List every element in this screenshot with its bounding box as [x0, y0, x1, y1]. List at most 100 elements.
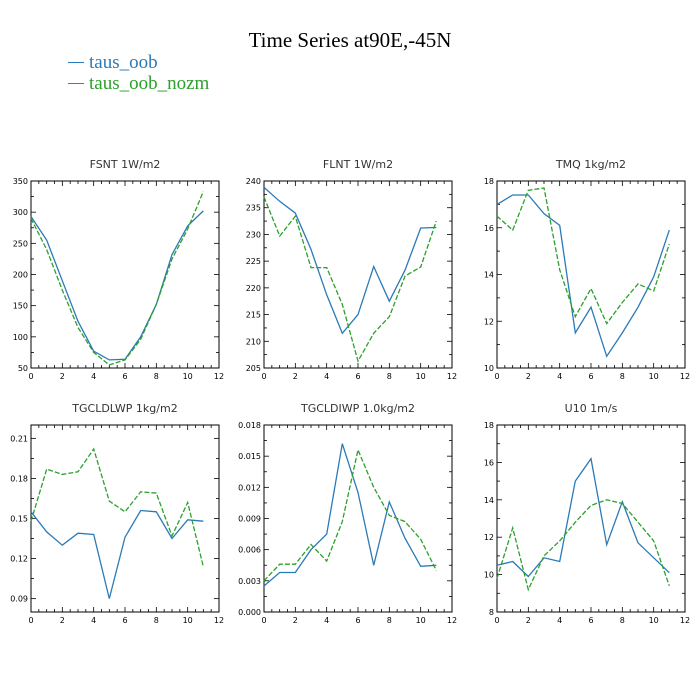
series-line-taus-oob [496, 194, 670, 358]
y-tick-label: 225 [246, 257, 261, 266]
y-tick-label: 0.015 [238, 452, 261, 461]
x-tick-label: 2 [293, 372, 298, 381]
chart-panel-0: FSNT 1W/m2 0 2 4 6 8 10 12 50 100 150 200 250 300 350 [13, 158, 224, 381]
legend-item-taus-oob-nozm: taus_oob_nozm [68, 73, 209, 94]
chart-panel-5: U10 1m/s 0 2 4 6 8 10 12 8 10 12 14 16 18 [484, 402, 690, 625]
y-tick-label: 300 [13, 208, 28, 217]
plot-frame [263, 180, 453, 369]
x-tick-label: 10 [649, 616, 659, 625]
page-title: Time Series at90E,-45N [248, 28, 452, 52]
y-tick-label: 250 [13, 239, 28, 248]
x-tick-label: 0 [28, 372, 33, 381]
chart-panel-1: FLNT 1W/m2 0 2 4 6 8 10 12 205 210 215 220 225 230 235… [246, 158, 457, 381]
y-tick-label: 210 [246, 337, 261, 346]
chart-panel-4: TGCLDIWP 1.0kg/m2 0 2 4 6 8 10 12 0.000 0.003 0.00… [238, 402, 457, 625]
series-line-taus-oob [30, 509, 204, 599]
y-tick-label: 50 [18, 364, 28, 373]
y-tick-label: 230 [246, 230, 261, 239]
y-tick-label: 235 [246, 204, 261, 213]
y-tick-label: 16 [484, 458, 494, 467]
x-tick-label: 12 [214, 372, 224, 381]
series-line-taus-oob-nozm [263, 447, 437, 582]
x-tick-label: 2 [526, 616, 531, 625]
plot-frame [496, 180, 686, 369]
series-line-taus-oob-nozm [30, 191, 204, 366]
x-tick-label: 10 [183, 372, 193, 381]
x-tick-label: 6 [588, 372, 593, 381]
y-tick-label: 0.009 [238, 515, 261, 524]
series-line-taus-oob [263, 443, 437, 587]
chart-title: TGCLDIWP 1.0kg/m2 [300, 402, 415, 415]
x-tick-label: 0 [28, 616, 33, 625]
y-tick-label: 220 [246, 284, 261, 293]
x-tick-label: 4 [91, 372, 96, 381]
x-tick-label: 2 [60, 616, 65, 625]
series-line-taus-oob-nozm [30, 447, 204, 567]
x-tick-label: 12 [680, 372, 690, 381]
chart-title: FLNT 1W/m2 [323, 158, 393, 171]
legend-swatch-taus-oob [68, 62, 84, 63]
x-tick-label: 8 [387, 372, 392, 381]
y-tick-label: 0.21 [10, 434, 28, 443]
chart-panel-3: TGCLDLWP 1kg/m2 0 2 4 6 8 10 12 0.09 0.12 0.15 0.18… [10, 402, 224, 625]
x-tick-label: 8 [154, 616, 159, 625]
legend-label-taus-oob: taus_oob [89, 51, 158, 73]
x-tick-label: 6 [122, 616, 127, 625]
x-tick-label: 6 [355, 372, 360, 381]
series-line-taus-oob [263, 186, 437, 335]
y-tick-label: 350 [13, 177, 28, 186]
y-tick-label: 0.003 [238, 577, 261, 586]
y-tick-label: 0.012 [238, 483, 261, 492]
y-tick-label: 200 [13, 271, 28, 280]
x-tick-label: 0 [494, 372, 499, 381]
y-tick-label: 0.15 [10, 515, 28, 524]
y-tick-label: 0.006 [238, 546, 261, 555]
x-tick-label: 8 [154, 372, 159, 381]
x-tick-label: 12 [214, 616, 224, 625]
y-tick-label: 18 [484, 177, 494, 186]
x-tick-label: 2 [526, 372, 531, 381]
x-tick-label: 10 [183, 616, 193, 625]
series-line-taus-oob [30, 210, 204, 361]
series-line-taus-oob [496, 457, 670, 578]
y-tick-label: 205 [246, 364, 261, 373]
y-tick-label: 240 [246, 177, 261, 186]
x-tick-label: 10 [416, 372, 426, 381]
y-tick-label: 0.09 [10, 595, 28, 604]
x-tick-label: 6 [355, 616, 360, 625]
chart-title: FSNT 1W/m2 [90, 158, 161, 171]
legend-item-taus-oob: taus_oob [68, 52, 209, 73]
x-tick-label: 0 [261, 372, 266, 381]
y-tick-label: 0.18 [10, 474, 28, 483]
y-tick-label: 16 [484, 224, 494, 233]
y-tick-label: 100 [13, 333, 28, 342]
x-tick-label: 10 [416, 616, 426, 625]
chart-title: TMQ 1kg/m2 [555, 158, 626, 171]
x-tick-label: 4 [91, 616, 96, 625]
x-tick-label: 4 [324, 372, 329, 381]
plot-frame [496, 424, 686, 613]
y-tick-label: 0.12 [10, 555, 28, 564]
x-tick-label: 2 [293, 616, 298, 625]
y-tick-label: 215 [246, 311, 261, 320]
y-tick-label: 0.018 [238, 421, 261, 430]
legend-swatch-taus-oob-nozm [68, 83, 84, 84]
y-tick-label: 150 [13, 302, 28, 311]
y-tick-label: 0.000 [238, 608, 261, 617]
chart-title: TGCLDLWP 1kg/m2 [71, 402, 177, 415]
x-tick-label: 4 [557, 616, 562, 625]
plot-frame [30, 180, 220, 369]
x-tick-label: 8 [620, 616, 625, 625]
legend: taus_oob taus_oob_nozm [68, 52, 209, 94]
y-tick-label: 12 [484, 533, 494, 542]
series-line-taus-oob-nozm [496, 187, 670, 325]
x-tick-label: 0 [261, 616, 266, 625]
chart-title: U10 1m/s [565, 402, 618, 415]
x-tick-label: 0 [494, 616, 499, 625]
x-tick-label: 4 [557, 372, 562, 381]
x-tick-label: 4 [324, 616, 329, 625]
y-tick-label: 14 [484, 271, 494, 280]
y-tick-label: 10 [484, 571, 494, 580]
plot-frame [263, 424, 453, 613]
